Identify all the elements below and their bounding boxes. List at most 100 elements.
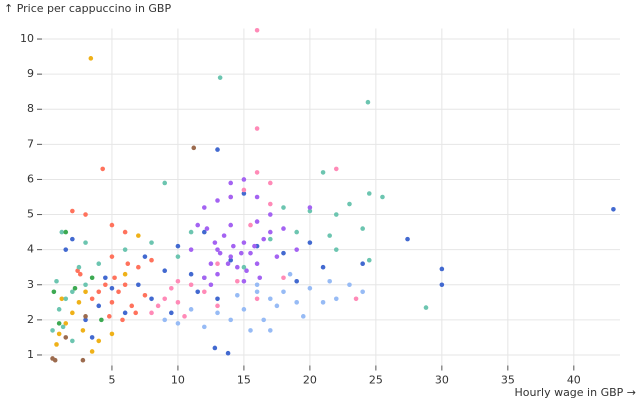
- point: [281, 205, 286, 210]
- point: [241, 278, 247, 284]
- point: [215, 198, 220, 203]
- point: [300, 314, 306, 319]
- point: [191, 145, 197, 151]
- point: [228, 257, 234, 263]
- point: [320, 170, 326, 175]
- point: [281, 289, 286, 295]
- point: [103, 275, 108, 281]
- y-tick-label: 7: [27, 137, 34, 150]
- point: [254, 27, 260, 33]
- point: [51, 289, 57, 295]
- point: [88, 56, 94, 61]
- point: [611, 206, 616, 212]
- point: [188, 247, 194, 252]
- point: [188, 271, 194, 277]
- y-tick-label: 4: [27, 243, 34, 256]
- point: [252, 243, 257, 249]
- point: [254, 219, 260, 224]
- point: [133, 310, 138, 316]
- point: [54, 342, 59, 347]
- x-tick-label: 25: [369, 374, 383, 387]
- point: [235, 264, 240, 270]
- point: [225, 261, 231, 266]
- point: [254, 126, 260, 131]
- point: [96, 289, 102, 295]
- point: [63, 247, 69, 252]
- point: [254, 194, 260, 200]
- point: [59, 229, 65, 235]
- point: [248, 250, 253, 256]
- point: [254, 296, 260, 302]
- point: [109, 254, 115, 259]
- point: [70, 289, 75, 295]
- point: [202, 289, 207, 295]
- point: [70, 208, 75, 214]
- point: [235, 292, 240, 298]
- point: [320, 264, 326, 270]
- point: [274, 254, 280, 259]
- point: [307, 205, 313, 210]
- point: [59, 296, 65, 302]
- point: [99, 317, 104, 323]
- point: [70, 338, 75, 344]
- point: [333, 166, 339, 172]
- point: [56, 307, 62, 312]
- point: [287, 271, 293, 277]
- point: [360, 289, 365, 295]
- point: [89, 296, 95, 302]
- point: [215, 296, 220, 302]
- point: [231, 243, 236, 249]
- point: [155, 303, 161, 309]
- point: [109, 222, 115, 228]
- point: [267, 180, 273, 186]
- x-tick-label: 15: [237, 374, 251, 387]
- point: [72, 285, 78, 291]
- point: [228, 254, 234, 259]
- point: [439, 282, 445, 288]
- point: [327, 278, 332, 284]
- y-tick-label: 2: [27, 313, 34, 326]
- point: [366, 257, 372, 263]
- point: [261, 236, 266, 242]
- point: [238, 250, 244, 256]
- point: [80, 357, 86, 363]
- point: [241, 307, 247, 312]
- point: [215, 261, 220, 266]
- point: [175, 254, 181, 259]
- point: [241, 264, 247, 270]
- point: [89, 275, 95, 281]
- point: [241, 177, 247, 182]
- x-axis-label: Hourly wage in GBP →: [515, 386, 636, 399]
- point: [221, 233, 227, 238]
- point: [215, 310, 220, 316]
- point: [333, 212, 339, 217]
- point: [162, 317, 168, 323]
- point: [307, 240, 313, 245]
- point: [122, 229, 128, 235]
- point: [347, 201, 352, 207]
- point: [212, 240, 218, 245]
- point: [267, 201, 273, 207]
- point: [63, 296, 69, 302]
- point: [109, 300, 115, 305]
- point: [80, 328, 86, 333]
- point: [294, 247, 299, 252]
- point: [360, 261, 365, 266]
- point: [212, 345, 218, 351]
- point: [267, 229, 273, 235]
- point: [439, 266, 445, 272]
- point: [208, 261, 214, 266]
- point: [195, 289, 201, 295]
- y-tick-label: 9: [27, 67, 34, 80]
- point: [54, 278, 59, 284]
- point: [333, 247, 339, 252]
- y-axis-label: ↑ Price per cappuccino in GBP: [4, 2, 171, 15]
- point: [215, 247, 220, 252]
- point: [76, 300, 82, 305]
- point: [83, 317, 88, 323]
- point: [228, 317, 234, 323]
- point: [281, 226, 286, 231]
- point: [83, 240, 88, 245]
- point: [83, 212, 88, 217]
